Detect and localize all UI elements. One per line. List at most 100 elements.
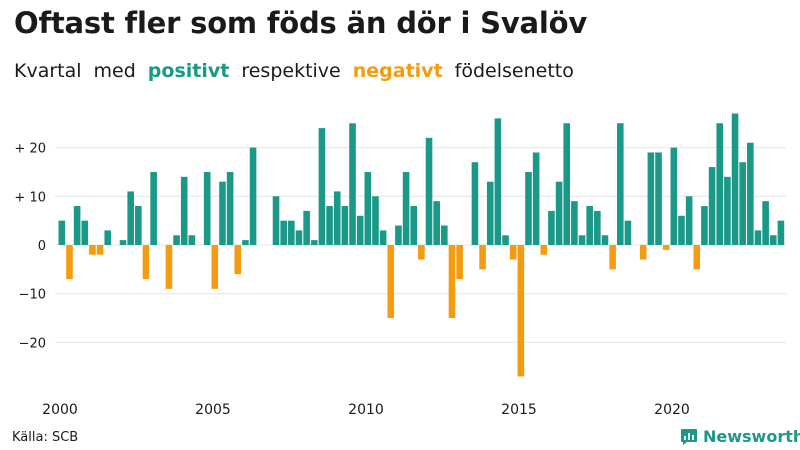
bar (578, 235, 586, 245)
bar (563, 123, 571, 245)
bar (150, 171, 157, 245)
y-tick-label: + 20 (14, 142, 46, 157)
x-tick-label: 2020 (654, 402, 690, 418)
x-tick-label: 2000 (42, 402, 78, 418)
bar (410, 206, 418, 245)
subtitle-positive: positivt (147, 60, 230, 82)
bar (739, 162, 746, 245)
y-axis-labels: + 20 + 10 0 −10 −20 (14, 142, 46, 352)
bar (372, 196, 379, 245)
source-label: Källa: SCB (12, 430, 79, 445)
bar (456, 245, 463, 280)
bar (303, 210, 310, 245)
bar (525, 171, 532, 245)
bar (326, 206, 333, 245)
bar (425, 137, 433, 245)
bar (249, 147, 257, 245)
bar (708, 167, 716, 245)
bar (173, 235, 180, 245)
y-tick-label: −10 (19, 288, 46, 303)
bar (441, 225, 448, 245)
brand-logo: Newsworthy (680, 427, 800, 446)
bar (89, 245, 96, 255)
bar (601, 235, 609, 245)
bar (203, 171, 211, 245)
bar (754, 230, 762, 245)
newsworthy-logo-icon (681, 428, 697, 445)
bar (655, 152, 662, 245)
bar (777, 220, 785, 245)
bar (479, 245, 486, 270)
subtitle-word: med (93, 60, 136, 82)
bar (211, 245, 219, 289)
subtitle-word: födelsenetto (454, 60, 574, 82)
bar (532, 152, 540, 245)
chart-subtitle: Kvartal med positivt respektive negativt föde… (14, 60, 586, 82)
bar (639, 245, 647, 260)
bar (234, 245, 242, 275)
bar (586, 206, 593, 245)
bar (96, 245, 104, 255)
bar (104, 230, 112, 245)
bar (540, 245, 548, 255)
bar (609, 245, 616, 270)
x-tick-label: 2005 (195, 402, 231, 418)
bar (502, 235, 509, 245)
bar (119, 240, 127, 245)
bar (272, 196, 280, 245)
bar (379, 230, 387, 245)
bar (135, 206, 142, 245)
bar (670, 147, 678, 245)
brand-name: Newsworthy (703, 427, 800, 446)
bar (127, 191, 134, 245)
bar (395, 225, 402, 245)
bar (548, 210, 555, 245)
subtitle-word: Kvartal (14, 60, 82, 82)
bar (333, 191, 341, 245)
bar (555, 181, 563, 245)
bar (678, 215, 685, 245)
bar (66, 245, 73, 280)
bar (58, 220, 66, 245)
bar (685, 196, 693, 245)
bar (571, 201, 578, 245)
bar (81, 220, 89, 245)
bar (165, 245, 173, 289)
chart-title: Oftast fler som föds än dör i Svalöv (14, 6, 588, 40)
bar (73, 206, 81, 245)
bar (731, 113, 739, 245)
subtitle-word: respektive (241, 60, 341, 82)
bar (486, 181, 494, 245)
bar (701, 206, 708, 245)
bar (769, 235, 777, 245)
bar (226, 171, 234, 245)
x-tick-label: 2010 (348, 402, 384, 418)
bar (402, 171, 410, 245)
bar (356, 215, 364, 245)
bar (387, 245, 395, 319)
bar (433, 201, 440, 245)
bar (624, 220, 632, 245)
bar (747, 142, 754, 245)
bar (242, 240, 249, 245)
x-axis-labels: 2000 2005 2010 2015 2020 (42, 402, 690, 418)
bar (693, 245, 701, 270)
bars (58, 113, 785, 377)
bar (219, 181, 226, 245)
bar (724, 176, 731, 245)
bar (471, 162, 479, 245)
bar (448, 245, 456, 319)
x-tick-label: 2015 (501, 402, 537, 418)
bar (142, 245, 150, 280)
bar (509, 245, 517, 260)
bar (594, 210, 601, 245)
bar (341, 206, 349, 245)
bar (647, 152, 655, 245)
bar (295, 230, 303, 245)
bar (716, 123, 724, 245)
y-tick-label: + 10 (14, 190, 46, 205)
bar (180, 176, 188, 245)
bar (318, 128, 326, 245)
bar (310, 240, 318, 245)
